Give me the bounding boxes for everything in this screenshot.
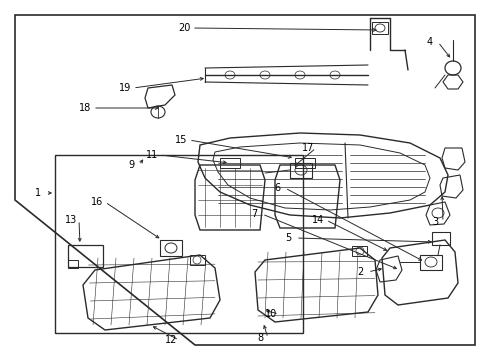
Bar [294, 158, 314, 168]
Bar [55, 155, 303, 333]
Text: 20: 20 [178, 23, 190, 33]
Bar [371, 22, 387, 34]
Text: 2: 2 [356, 267, 363, 277]
Text: 15: 15 [174, 135, 187, 145]
Bar [190, 255, 204, 265]
Bar [68, 260, 78, 268]
Text: 5: 5 [285, 233, 290, 243]
Text: 1: 1 [35, 188, 41, 198]
Text: 11: 11 [145, 150, 158, 160]
Bar [160, 240, 182, 256]
Text: 8: 8 [256, 333, 263, 343]
Text: 10: 10 [264, 309, 277, 319]
Text: 18: 18 [79, 103, 91, 113]
Text: 14: 14 [311, 215, 324, 225]
Bar [220, 158, 240, 168]
Bar [431, 232, 449, 245]
Bar [68, 245, 103, 267]
Text: 13: 13 [65, 215, 77, 225]
Text: 4: 4 [426, 37, 432, 47]
Text: 7: 7 [250, 209, 257, 219]
Text: 3: 3 [431, 217, 437, 227]
Text: 12: 12 [164, 335, 177, 345]
Bar [289, 163, 311, 178]
Text: 19: 19 [119, 83, 131, 93]
Bar [419, 255, 441, 270]
Text: 16: 16 [91, 197, 103, 207]
Bar [351, 246, 366, 256]
Text: 6: 6 [273, 183, 280, 193]
Text: 17: 17 [301, 143, 314, 153]
Text: 9: 9 [128, 160, 134, 170]
